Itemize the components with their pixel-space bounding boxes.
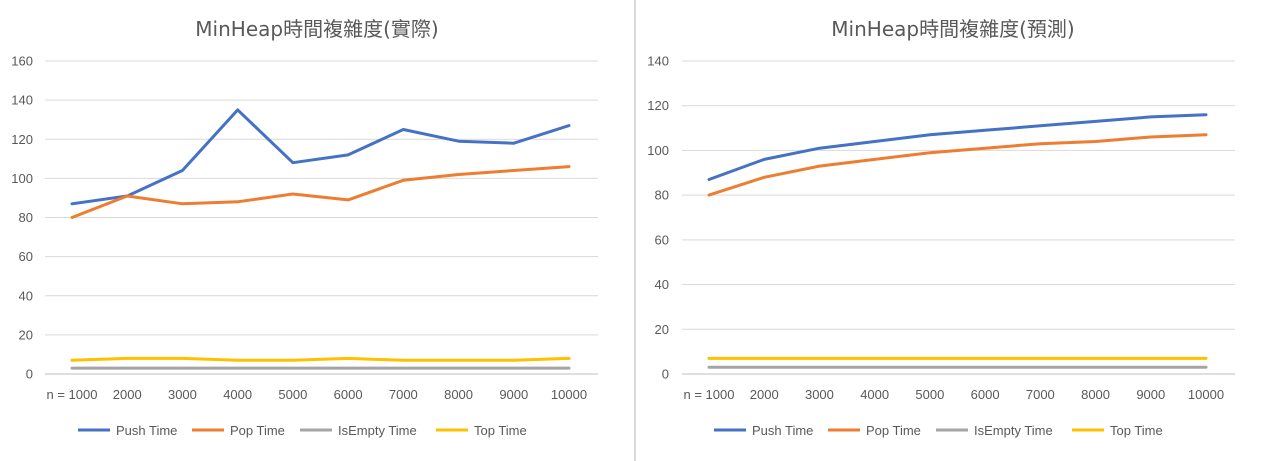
x-tick-label: n = 1000 bbox=[47, 387, 98, 402]
y-tick-label: 120 bbox=[11, 132, 33, 147]
legend-label: IsEmpty Time bbox=[338, 423, 417, 438]
x-tick-label: 8000 bbox=[1081, 387, 1110, 402]
y-tick-label: 100 bbox=[647, 143, 669, 158]
y-tick-label: 60 bbox=[655, 232, 669, 247]
x-tick-label: 9000 bbox=[1136, 387, 1165, 402]
legend-label: Top Time bbox=[474, 423, 527, 438]
x-tick-label: 10000 bbox=[1188, 387, 1224, 402]
x-tick-label: 4000 bbox=[860, 387, 889, 402]
y-tick-label: 20 bbox=[655, 322, 669, 337]
x-tick-label: 2000 bbox=[113, 387, 142, 402]
legend-label: IsEmpty Time bbox=[974, 423, 1053, 438]
chart-title: MinHeap時間複雜度(預測) bbox=[831, 17, 1074, 41]
x-tick-label: 6000 bbox=[334, 387, 363, 402]
x-tick-label: 7000 bbox=[389, 387, 418, 402]
series-line-pop-time bbox=[70, 165, 571, 219]
series-line-push-time bbox=[707, 113, 1208, 181]
y-tick-label: 160 bbox=[11, 54, 33, 69]
y-tick-label: 40 bbox=[19, 288, 33, 303]
y-tick-label: 100 bbox=[11, 171, 33, 186]
x-tick-label: 5000 bbox=[915, 387, 944, 402]
y-tick-label: 0 bbox=[662, 367, 669, 382]
chart-panel-predicted: MinHeap時間複雜度(預測) 0 20 40 60 80 100 120 140 n = 1… bbox=[636, 0, 1271, 461]
x-tick-label: n = 1000 bbox=[684, 387, 735, 402]
series-line-push-time bbox=[70, 108, 571, 206]
y-tick-label: 80 bbox=[655, 188, 669, 203]
legend-label: Push Time bbox=[752, 423, 813, 438]
series-line-pop-time bbox=[707, 133, 1208, 197]
chart-predicted-svg: MinHeap時間複雜度(預測) 0 20 40 60 80 100 120 140 n = 1… bbox=[647, 17, 1235, 438]
y-tick-label: 80 bbox=[19, 210, 33, 225]
y-tick-label: 0 bbox=[26, 367, 33, 382]
x-tick-label: 4000 bbox=[223, 387, 252, 402]
legend-label: Pop Time bbox=[230, 423, 285, 438]
x-tick-label: 5000 bbox=[278, 387, 307, 402]
legend-label: Push Time bbox=[116, 423, 177, 438]
x-tick-label: 10000 bbox=[551, 387, 587, 402]
x-tick-label: 3000 bbox=[805, 387, 834, 402]
x-tick-label: 3000 bbox=[168, 387, 197, 402]
series-line-top-time bbox=[70, 356, 571, 362]
x-tick-label: 2000 bbox=[750, 387, 779, 402]
chart-actual-svg: MinHeap時間複雜度(實際) 0 20 40 60 80 100 120 140 160 n … bbox=[11, 17, 598, 438]
y-tick-label: 140 bbox=[11, 93, 33, 108]
x-tick-label: 7000 bbox=[1026, 387, 1055, 402]
chart-panel-actual: MinHeap時間複雜度(實際) 0 20 40 60 80 100 120 140 160 n … bbox=[11, 0, 636, 461]
y-tick-label: 20 bbox=[19, 327, 33, 342]
legend-label: Top Time bbox=[1110, 423, 1163, 438]
chart-title: MinHeap時間複雜度(實際) bbox=[195, 17, 438, 41]
y-tick-label: 140 bbox=[647, 54, 669, 69]
x-tick-label: 8000 bbox=[444, 387, 473, 402]
x-tick-label: 6000 bbox=[971, 387, 1000, 402]
y-tick-label: 60 bbox=[19, 249, 33, 264]
legend-label: Pop Time bbox=[866, 423, 921, 438]
y-tick-label: 40 bbox=[655, 277, 669, 292]
x-tick-label: 9000 bbox=[499, 387, 528, 402]
y-tick-label: 120 bbox=[647, 98, 669, 113]
